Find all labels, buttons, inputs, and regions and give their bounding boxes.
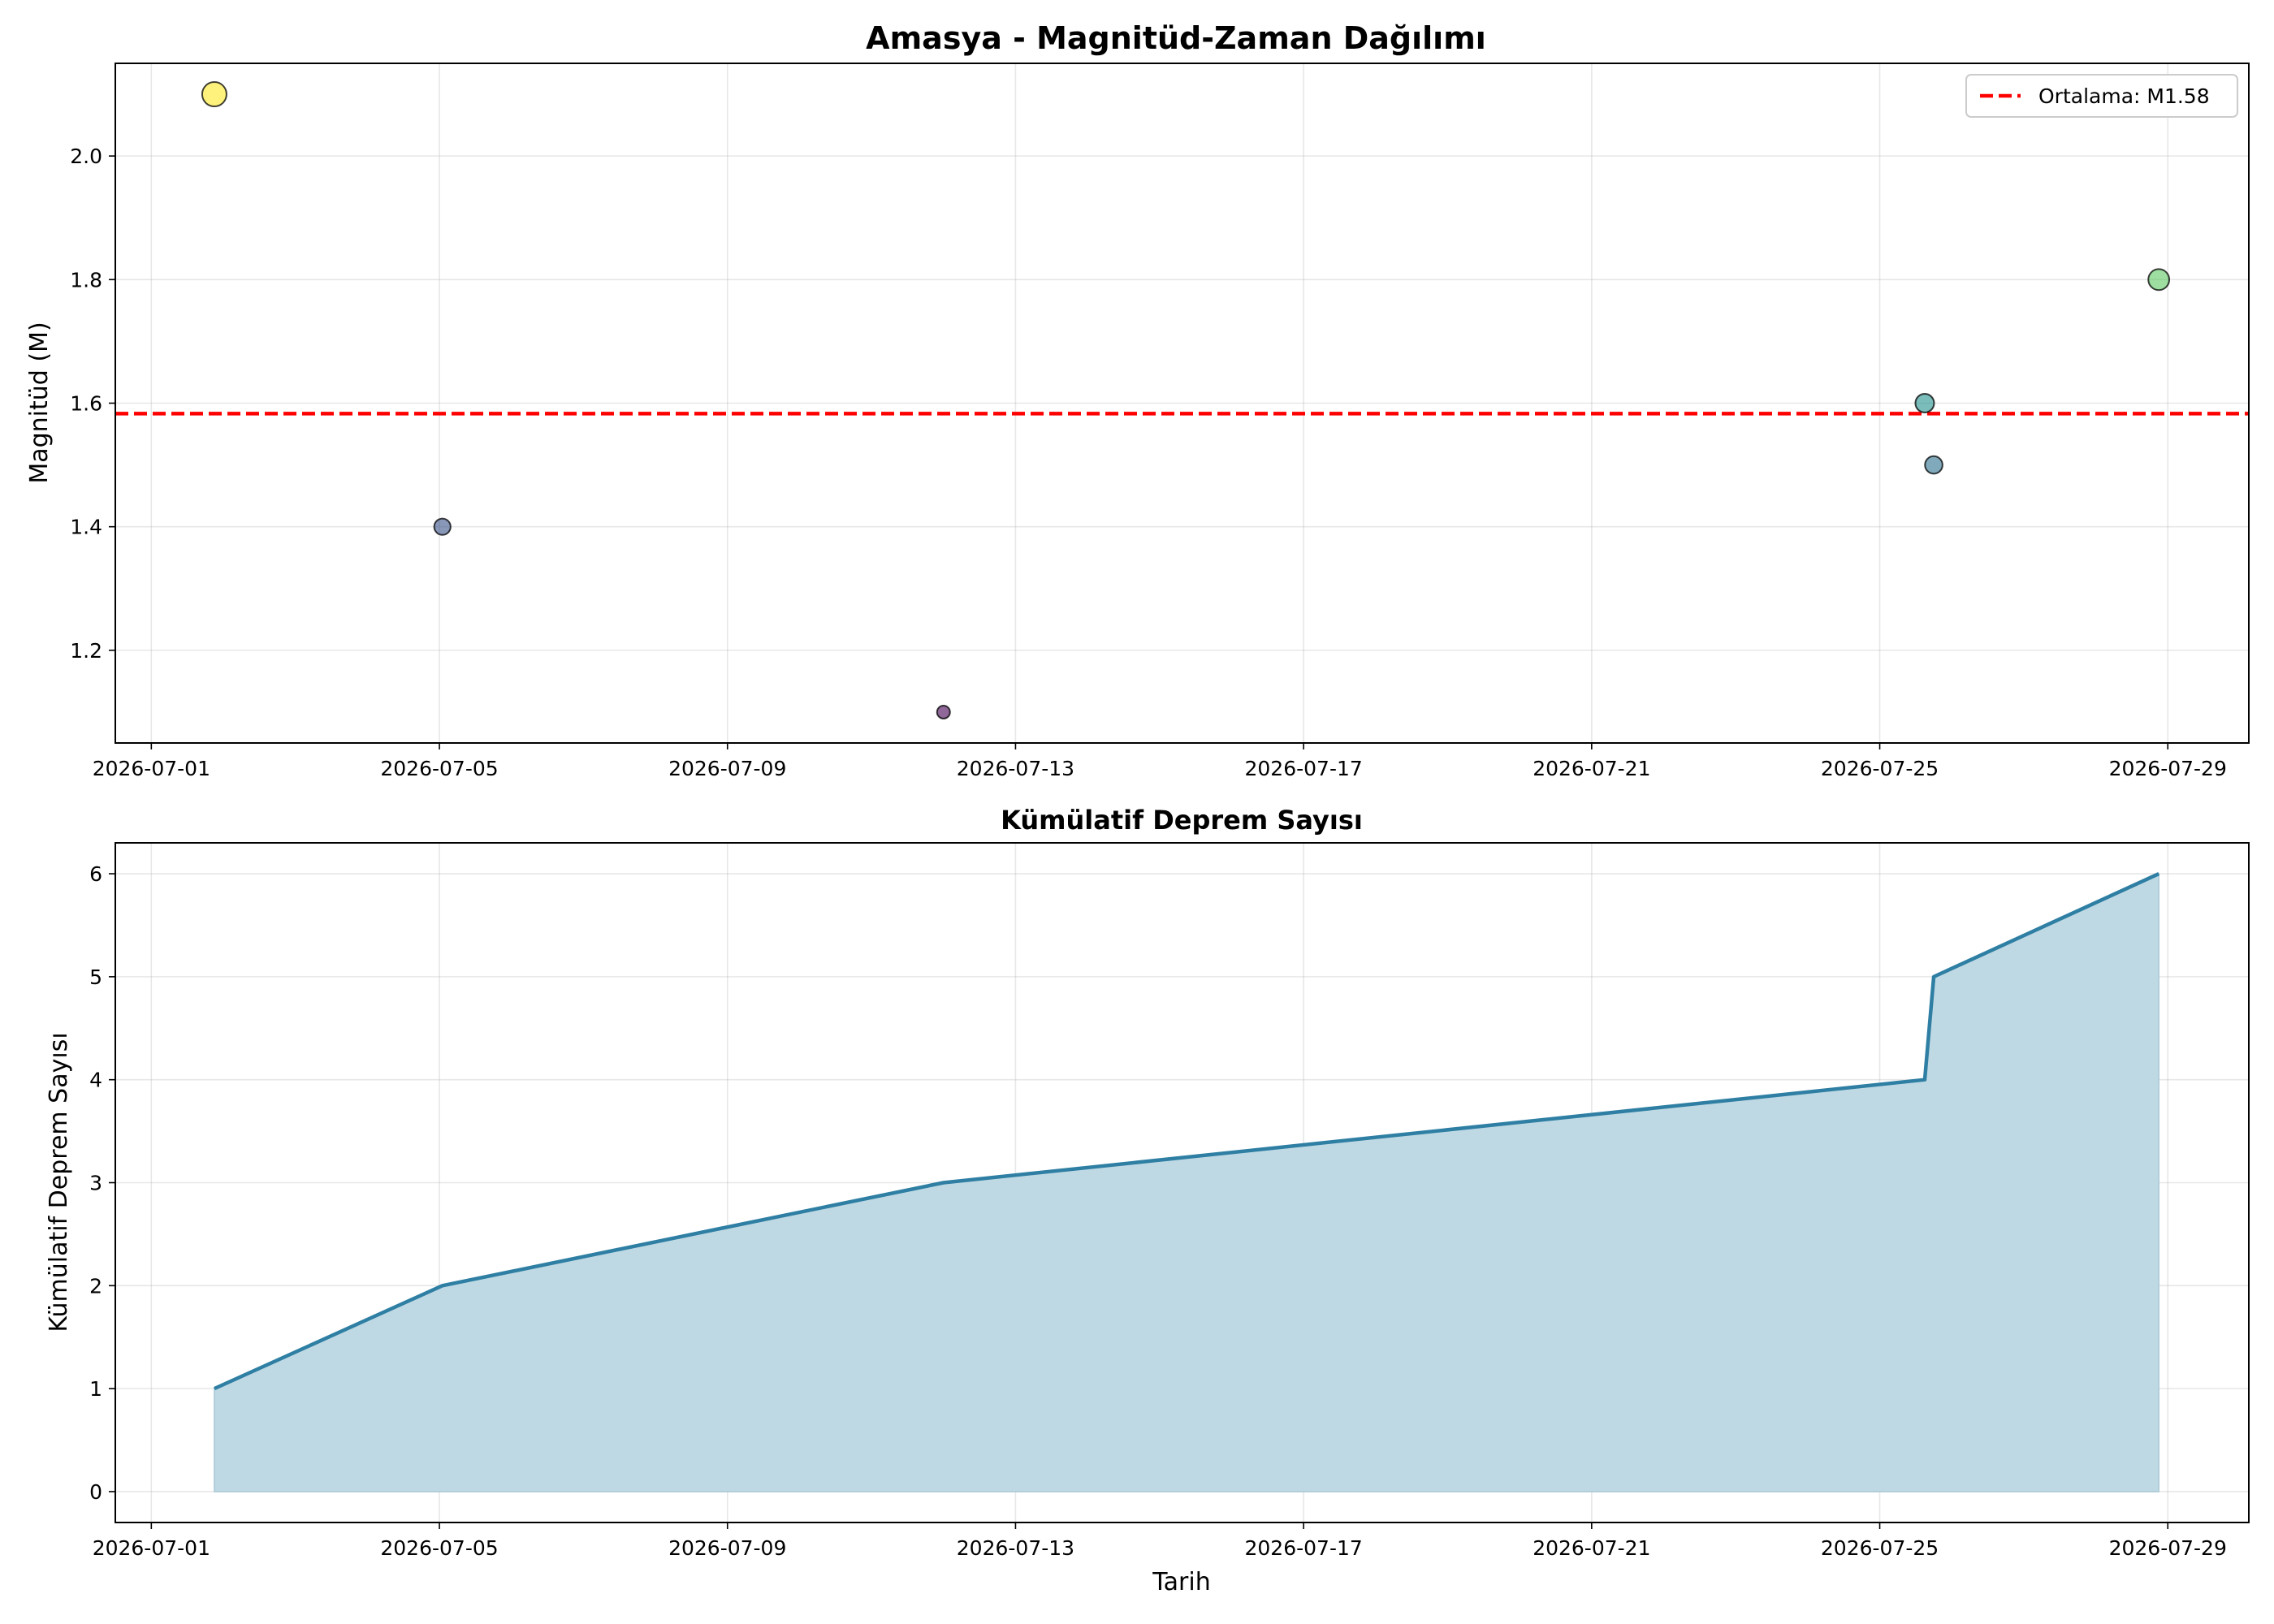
y-axis-label: Kümülatif Deprem Sayısı xyxy=(45,1032,73,1332)
legend-mean-label: Ortalama: M1.58 xyxy=(2038,84,2210,108)
y-tick-label: 3 xyxy=(89,1172,102,1195)
x-axis: 2026-07-01 2026-07-05 2026-07-09 2026-07-13… xyxy=(93,1522,2227,1560)
x-axis: 2026-07-01 2026-07-05 2026-07-09 2026-07-13… xyxy=(93,743,2227,780)
scatter-point xyxy=(1914,393,1935,413)
x-tick-label: 2026-07-25 xyxy=(1821,757,1939,780)
area-series xyxy=(214,872,2160,1492)
chart-title: Amasya - Magnitüd-Zaman Dağılımı xyxy=(866,20,1486,56)
x-tick-label: 2026-07-13 xyxy=(957,757,1074,780)
y-tick-label: 4 xyxy=(89,1069,102,1092)
y-tick-label: 1.2 xyxy=(70,639,102,663)
x-tick-label: 2026-07-09 xyxy=(668,1536,786,1560)
y-tick-label: 6 xyxy=(89,862,102,886)
scatter-point xyxy=(1924,455,1943,475)
y-axis: 0 1 2 3 4 5 6 xyxy=(89,862,115,1504)
scatter-points xyxy=(201,81,2171,719)
y-tick-label: 0 xyxy=(89,1480,102,1504)
magnitude-time-chart: Amasya - Magnitüd-Zaman Dağılımı 2026-07… xyxy=(25,20,2250,780)
x-axis-label: Tarih xyxy=(1152,1568,1210,1596)
x-tick-label: 2026-07-17 xyxy=(1244,757,1362,780)
y-tick-label: 2.0 xyxy=(70,145,102,168)
x-tick-label: 2026-07-17 xyxy=(1244,1536,1362,1560)
x-tick-label: 2026-07-29 xyxy=(2109,1536,2227,1560)
x-tick-label: 2026-07-01 xyxy=(93,757,210,780)
scatter-point xyxy=(201,81,227,108)
grid xyxy=(115,63,2249,743)
scatter-point xyxy=(2147,268,2171,292)
y-tick-label: 1 xyxy=(89,1377,102,1401)
y-tick-label: 5 xyxy=(89,965,102,989)
x-tick-label: 2026-07-05 xyxy=(380,757,498,780)
y-tick-label: 1.4 xyxy=(70,516,102,539)
x-tick-label: 2026-07-25 xyxy=(1821,1536,1939,1560)
y-tick-label: 1.8 xyxy=(70,268,102,292)
x-tick-label: 2026-07-13 xyxy=(957,1536,1074,1560)
x-tick-label: 2026-07-29 xyxy=(2109,757,2227,780)
cumulative-line xyxy=(214,872,2160,1391)
y-tick-label: 2 xyxy=(89,1274,102,1298)
scatter-point xyxy=(936,704,951,719)
cumulative-count-chart: Kümülatif Deprem Sayısı 2026-07-01 2026-0… xyxy=(45,805,2250,1596)
x-tick-label: 2026-07-05 xyxy=(380,1536,498,1560)
x-tick-label: 2026-07-21 xyxy=(1533,757,1650,780)
y-tick-label: 1.6 xyxy=(70,392,102,416)
y-axis-label: Magnitüd (M) xyxy=(25,322,54,483)
x-tick-label: 2026-07-09 xyxy=(668,757,786,780)
y-axis: 1.2 1.4 1.6 1.8 2.0 xyxy=(70,145,115,663)
chart-title: Kümülatif Deprem Sayısı xyxy=(1001,805,1363,836)
legend-box xyxy=(1965,74,2238,118)
x-tick-label: 2026-07-01 xyxy=(93,1536,210,1560)
scatter-point xyxy=(433,517,452,536)
legend: Ortalama: M1.58 xyxy=(1965,74,2238,118)
x-tick-label: 2026-07-21 xyxy=(1533,1536,1650,1560)
